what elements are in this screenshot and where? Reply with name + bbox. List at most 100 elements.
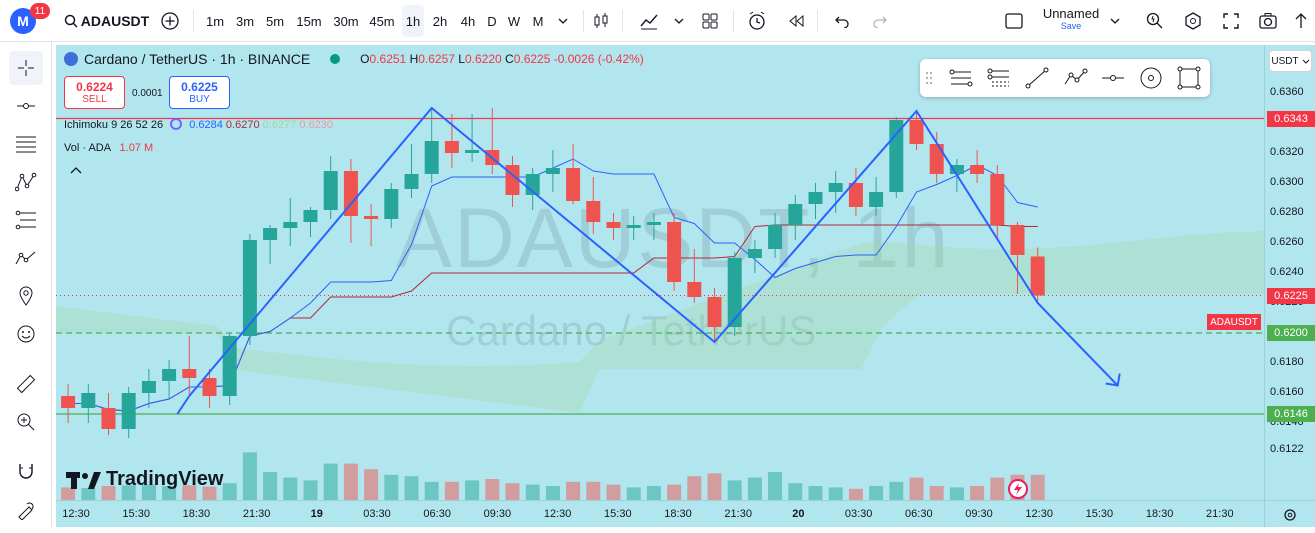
- volume-legend[interactable]: Vol · ADA 1.07 M: [64, 142, 154, 154]
- indicators-icon[interactable]: [637, 0, 661, 42]
- trend-line-icon[interactable]: [9, 89, 43, 123]
- currency-dropdown[interactable]: USDT: [1269, 50, 1312, 72]
- pitchfork-icon[interactable]: [948, 65, 974, 91]
- save-label[interactable]: Save: [1060, 21, 1082, 31]
- timeframe-30m[interactable]: 30m: [333, 13, 359, 29]
- timeframe-5m[interactable]: 5m: [265, 13, 285, 29]
- timeframe-3m[interactable]: 3m: [235, 13, 255, 29]
- chevron-down-icon[interactable]: [1108, 0, 1122, 42]
- volume-bar: [747, 477, 762, 500]
- candle-body: [444, 141, 459, 153]
- timeframe-4h[interactable]: 4h: [460, 13, 476, 29]
- candle-style-icon[interactable]: [590, 0, 612, 42]
- legend-title[interactable]: Cardano / TetherUS · 1h · BINANCE: [84, 51, 311, 67]
- path-tool-icon[interactable]: [1062, 65, 1088, 91]
- candle-body: [404, 174, 419, 189]
- lightning-icon[interactable]: [1008, 479, 1028, 499]
- rectangle-tool-icon[interactable]: [1176, 65, 1202, 91]
- replay-icon[interactable]: [784, 0, 808, 42]
- candle-body: [263, 228, 278, 240]
- fib-retracement-icon[interactable]: [9, 203, 43, 237]
- drag-handle-icon[interactable]: [924, 65, 934, 91]
- publish-arrow-icon[interactable]: [1291, 0, 1311, 42]
- volume-bar: [848, 488, 863, 500]
- axis-settings[interactable]: [1264, 500, 1315, 527]
- timeframe-D[interactable]: D: [487, 13, 497, 29]
- volume-bar: [545, 486, 560, 500]
- time-axis[interactable]: 12:30 15:30 18:30 21:30 19 03:30 06:30 09:30 12:…: [56, 500, 1264, 527]
- symbol-search[interactable]: ADAUSDT: [80, 13, 150, 29]
- volume-bar: [162, 486, 177, 500]
- zoom-in-icon[interactable]: [9, 405, 43, 439]
- timeframe-45m[interactable]: 45m: [369, 13, 395, 29]
- volume-bar: [1030, 474, 1045, 500]
- lock-drawing-icon[interactable]: [9, 493, 43, 527]
- chevron-down-icon[interactable]: [672, 0, 686, 42]
- candle-body: [162, 369, 177, 381]
- chart-pane[interactable]: ADAUSDT, 1h Cardano / TetherUS Cardano /…: [56, 45, 1264, 500]
- timeframe-2h[interactable]: 2h: [432, 13, 448, 29]
- volume-bar: [909, 477, 924, 500]
- forecast-icon[interactable]: [9, 241, 43, 275]
- pattern-icon[interactable]: [9, 165, 43, 199]
- price-tick-label: 0.6300: [1270, 176, 1304, 188]
- candle-body: [323, 171, 338, 210]
- drawing-toolbar: [0, 42, 52, 527]
- quick-search-icon[interactable]: [1143, 0, 1167, 42]
- time-tick-label: 15:30: [1085, 508, 1114, 520]
- candle-body: [949, 165, 964, 174]
- layout-name[interactable]: Unnamed Save: [1036, 6, 1106, 31]
- candle-body: [667, 222, 682, 282]
- redo-icon[interactable]: [868, 0, 892, 42]
- alert-clock-icon[interactable]: [745, 0, 769, 42]
- horizontal-ray-icon[interactable]: [1100, 65, 1126, 91]
- circle-tool-icon[interactable]: [1138, 65, 1164, 91]
- camera-icon[interactable]: [1256, 0, 1280, 42]
- location-pin-icon[interactable]: [9, 279, 43, 313]
- candle-body: [1010, 225, 1025, 255]
- sell-button[interactable]: 0.6224 SELL: [64, 76, 125, 109]
- candle-body: [687, 282, 702, 297]
- undo-icon[interactable]: [830, 0, 854, 42]
- trend-arrow-head: [1105, 373, 1121, 387]
- price-axis[interactable]: USDT 0.63600.63400.63200.63000.62800.626…: [1264, 45, 1315, 500]
- search-icon[interactable]: [62, 0, 80, 42]
- ruler-icon[interactable]: [9, 367, 43, 401]
- timeframe-W[interactable]: W: [507, 13, 521, 29]
- timeframe-15m[interactable]: 15m: [296, 13, 322, 29]
- settings-icon[interactable]: [1181, 0, 1205, 42]
- gear-icon: [1284, 509, 1296, 521]
- candle-body: [889, 120, 904, 192]
- horizontal-lines-icon[interactable]: [9, 127, 43, 161]
- fullscreen-icon[interactable]: [1219, 0, 1243, 42]
- collapse-legend-icon[interactable]: [70, 165, 82, 177]
- candle-body: [566, 168, 581, 201]
- line-tool-icon[interactable]: [1024, 65, 1050, 91]
- candle-body: [81, 393, 96, 408]
- buy-button[interactable]: 0.6225 BUY: [169, 76, 230, 109]
- ohlc-values: O0.6251 H0.6257 L0.6220 C0.6225 -0.0026 …: [360, 52, 644, 66]
- emoji-icon[interactable]: [9, 317, 43, 351]
- fib-channel-icon[interactable]: [986, 65, 1012, 91]
- time-tick-label: 06:30: [423, 508, 451, 520]
- compare-add-icon[interactable]: [158, 0, 182, 42]
- chevron-down-icon[interactable]: [556, 0, 570, 42]
- ichimoku-legend[interactable]: Ichimoku 9 26 52 26 0.6284 0.6270 0.6277…: [64, 118, 334, 131]
- layout-grid-icon[interactable]: [698, 0, 722, 42]
- price-tick-label: 0.6122: [1270, 443, 1304, 455]
- candle-body: [707, 297, 722, 327]
- layout-select-checkbox[interactable]: [1003, 0, 1025, 42]
- tradingview-logo[interactable]: TradingView: [66, 468, 223, 491]
- layout-title[interactable]: Unnamed: [1042, 6, 1100, 21]
- magnet-icon[interactable]: [9, 455, 43, 489]
- time-tick-label: 18:30: [1145, 508, 1174, 520]
- time-tick-label: 12:30: [1025, 508, 1053, 520]
- time-tick-label: 09:30: [965, 508, 993, 520]
- volume-bar: [404, 476, 419, 500]
- timeframe-1m[interactable]: 1m: [205, 13, 225, 29]
- price-tag: 0.6200: [1267, 325, 1315, 341]
- crosshair-icon[interactable]: [9, 51, 43, 85]
- volume-bar: [242, 452, 257, 500]
- timeframe-1h[interactable]: 1h: [402, 5, 424, 37]
- timeframe-M[interactable]: M: [532, 13, 544, 29]
